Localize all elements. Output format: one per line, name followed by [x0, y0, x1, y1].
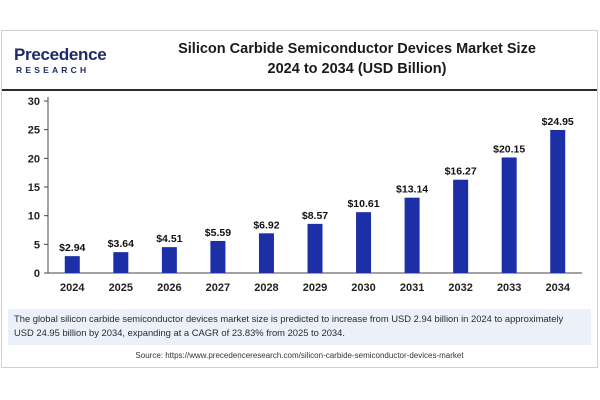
- chart-title-line-1: Silicon Carbide Semiconductor Devices Ma…: [178, 41, 536, 57]
- chart-title-line-2: 2024 to 2034 (USD Billion): [267, 61, 447, 77]
- source-line: Source: https://www.precedenceresearch.c…: [135, 351, 464, 360]
- bar: [404, 197, 420, 273]
- logo-subtitle: RESEARCH: [16, 65, 90, 75]
- y-tick-label: 25: [28, 125, 40, 137]
- x-tick-label: 2027: [206, 282, 230, 294]
- data-label: $4.51: [156, 233, 182, 245]
- data-label: $5.59: [205, 227, 231, 239]
- bar: [307, 223, 323, 273]
- data-label: $8.57: [302, 210, 328, 222]
- x-tick-label: 2030: [351, 282, 375, 294]
- y-tick-label: 10: [28, 211, 40, 223]
- x-tick-label: 2031: [400, 282, 424, 294]
- bar: [501, 157, 517, 273]
- bar: [550, 129, 566, 273]
- x-tick-label: 2033: [497, 282, 521, 294]
- x-tick-label: 2034: [545, 282, 570, 294]
- x-tick-label: 2029: [303, 282, 327, 294]
- logo-word: Precedence: [14, 45, 107, 64]
- data-label: $24.95: [542, 116, 574, 128]
- bar: [356, 212, 372, 273]
- x-tick-label: 2032: [448, 282, 472, 294]
- x-tick-label: 2024: [60, 282, 85, 294]
- bar: [64, 256, 80, 273]
- x-tick-label: 2026: [157, 282, 181, 294]
- title-divider: [2, 89, 597, 91]
- data-label: $6.92: [253, 219, 279, 231]
- bar-chart: 051015202530$2.942024$3.642025$4.512026$…: [28, 96, 582, 294]
- data-label: $20.15: [493, 143, 525, 155]
- y-tick-label: 20: [28, 153, 40, 165]
- y-tick-label: 15: [28, 182, 40, 194]
- brand-logo: Precedence RESEARCH: [14, 45, 124, 79]
- bar: [258, 233, 274, 273]
- bar: [161, 247, 177, 273]
- x-tick-label: 2025: [109, 282, 133, 294]
- y-tick-label: 30: [28, 96, 40, 108]
- y-tick-label: 0: [34, 268, 40, 280]
- bar: [210, 240, 226, 273]
- data-label: $13.14: [396, 184, 428, 196]
- data-label: $2.94: [59, 242, 85, 254]
- summary-note: The global silicon carbide semiconductor…: [8, 309, 591, 345]
- data-label: $16.27: [445, 166, 477, 178]
- y-tick-label: 5: [34, 239, 40, 251]
- bar: [113, 252, 129, 273]
- chart-title: Silicon Carbide Semiconductor Devices Ma…: [142, 39, 572, 79]
- x-tick-label: 2028: [254, 282, 278, 294]
- data-label: $3.64: [108, 238, 134, 250]
- data-label: $10.61: [347, 198, 379, 210]
- bar: [453, 179, 469, 273]
- chart-card: Precedence RESEARCH Silicon Carbide Semi…: [1, 30, 598, 368]
